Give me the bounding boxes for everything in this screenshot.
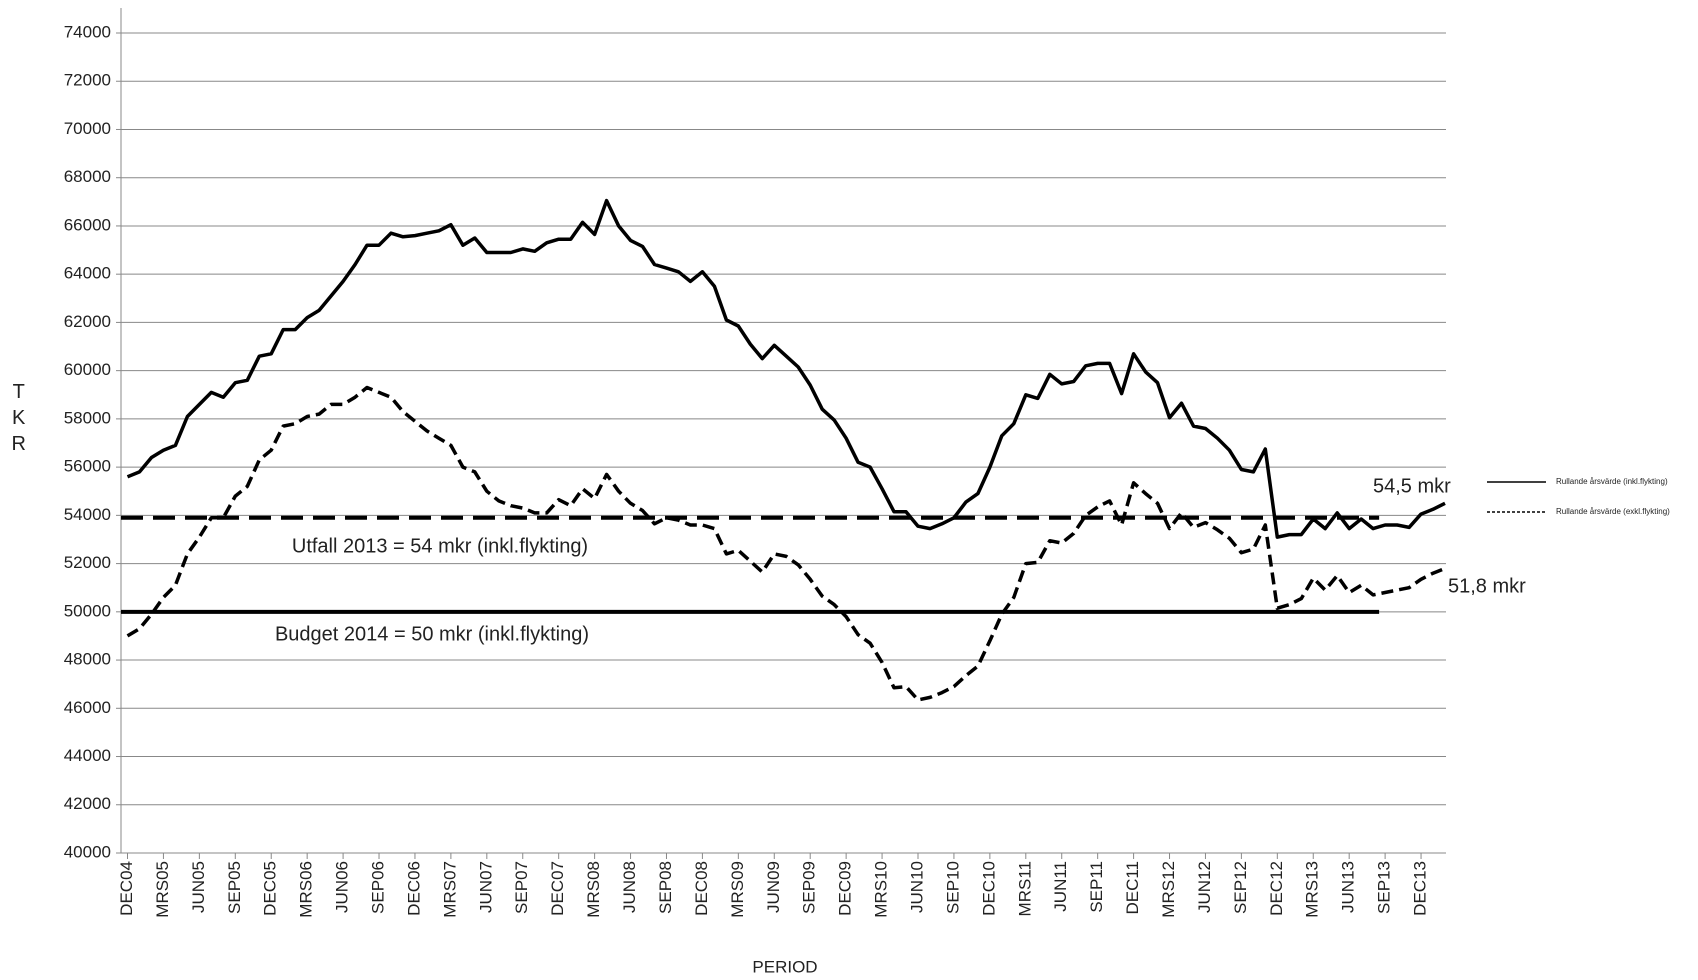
y-tick-label: 44000: [64, 746, 111, 765]
x-tick-label: JUN05: [189, 861, 208, 913]
x-tick-label: JUN13: [1339, 861, 1358, 913]
y-axis-label: TKR: [8, 381, 30, 459]
x-tick-label: JUN10: [907, 861, 926, 913]
data-line: [126, 198, 1446, 539]
x-tick-label: SEP05: [225, 861, 244, 914]
x-tick-label: MRS12: [1159, 861, 1178, 918]
x-tick-label: SEP08: [656, 861, 675, 914]
annotation: 54,5 mkr: [1373, 475, 1451, 497]
y-tick-label: 60000: [64, 360, 111, 379]
x-tick-label: JUN12: [1195, 861, 1214, 913]
x-tick-label: DEC12: [1267, 861, 1286, 916]
x-tick-label: SEP09: [800, 861, 819, 914]
x-tick-label: DEC11: [1123, 861, 1142, 915]
x-tick-label: SEP10: [943, 861, 962, 914]
x-tick-label: DEC08: [692, 861, 711, 916]
x-tick-label: DEC04: [117, 861, 136, 916]
x-tick-label: MRS08: [584, 861, 603, 918]
y-tick-label: 64000: [64, 264, 111, 283]
y-tick-label: 72000: [64, 71, 111, 90]
y-tick-label: 62000: [64, 312, 111, 331]
x-tick-label: DEC07: [548, 861, 567, 916]
x-tick-label: DEC09: [836, 861, 855, 916]
x-tick-label: DEC05: [261, 861, 280, 916]
x-tick-label: SEP13: [1375, 861, 1394, 914]
y-tick-label: 40000: [64, 842, 111, 861]
x-tick-label: JUN06: [333, 861, 352, 913]
x-tick-label: JUN09: [764, 861, 783, 913]
y-tick-label: 66000: [64, 215, 111, 234]
y-tick-label: 46000: [64, 698, 111, 717]
legend-label: Rullande årsvärde (exkl.flykting): [1556, 507, 1670, 516]
annotation: 51,8 mkr: [1448, 575, 1526, 597]
x-tick-label: JUN07: [476, 861, 495, 913]
x-tick-label: MRS10: [872, 861, 891, 918]
x-tick-label: MRS11: [1015, 861, 1034, 916]
x-tick-label: DEC10: [979, 861, 998, 916]
y-tick-label: 74000: [64, 22, 111, 41]
x-tick-label: SEP12: [1231, 861, 1250, 914]
legend-label: Rullande årsvärde (inkl.flykting): [1556, 477, 1668, 486]
x-tick-label: MRS13: [1303, 861, 1322, 918]
x-tick-label: JUN11: [1051, 861, 1070, 912]
x-axis-label: PERIOD: [752, 957, 817, 976]
reference-label: Budget 2014 = 50 mkr (inkl.flykting): [275, 623, 589, 645]
x-tick-label: MRS07: [440, 861, 459, 918]
y-tick-label: 58000: [64, 408, 111, 427]
x-tick-label: DEC06: [404, 861, 423, 916]
data-line: [126, 385, 1446, 702]
x-tick-label: DEC13: [1411, 861, 1430, 916]
x-tick-label: MRS06: [297, 861, 316, 918]
x-tick-label: JUN08: [620, 861, 639, 913]
y-tick-label: 70000: [64, 119, 111, 138]
x-tick-label: MRS09: [728, 861, 747, 918]
x-tick-label: SEP06: [369, 861, 388, 914]
y-tick-label: 54000: [64, 505, 111, 524]
x-tick-label: SEP07: [512, 861, 531, 914]
x-tick-label: SEP11: [1087, 861, 1106, 913]
reference-label: Utfall 2013 = 54 mkr (inkl.flykting): [292, 535, 588, 557]
y-tick-label: 52000: [64, 553, 111, 572]
x-tick-label: MRS05: [153, 861, 172, 918]
y-tick-label: 42000: [64, 794, 111, 813]
y-tick-label: 50000: [64, 601, 111, 620]
y-tick-label: 56000: [64, 457, 111, 476]
y-tick-label: 48000: [64, 650, 111, 669]
y-tick-label: 68000: [64, 167, 111, 186]
